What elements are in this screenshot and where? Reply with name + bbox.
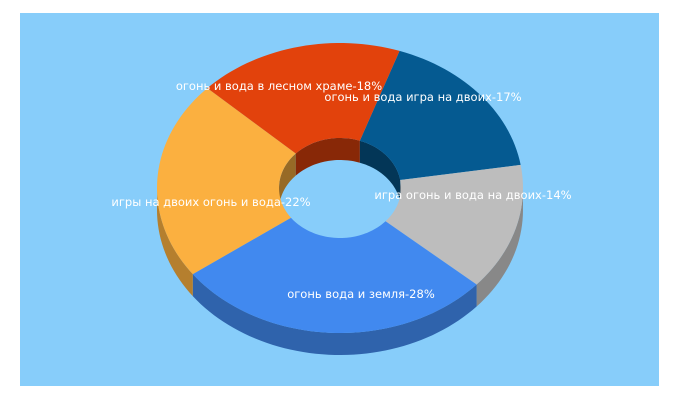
slice-label-0: огонь и вода игра на двоих-17%: [324, 90, 521, 104]
slice-4: [207, 43, 400, 154]
slice-2: [192, 217, 477, 333]
slice-inner-wall-4: [295, 138, 360, 176]
slice-1: [385, 164, 523, 285]
slice-3: [157, 88, 296, 275]
slice-side-3: [157, 188, 193, 297]
slice-inner-wall-3: [279, 153, 296, 210]
donut-chart: огонь и вода игра на двоих-17% игра огонь…: [111, 43, 572, 355]
slice-label-1: игра огонь и вода на двоих-14%: [374, 188, 571, 202]
slice-0: [359, 50, 521, 181]
chart-panel: огонь и вода игра на двоих-17% игра огонь…: [20, 13, 659, 386]
slice-label-2: огонь вода и земля-28%: [287, 287, 435, 301]
slice-label-4: огонь и вода в лесном храме-18%: [176, 79, 382, 93]
slice-side-1: [476, 188, 523, 307]
slice-inner-wall-0: [359, 140, 401, 203]
slice-side-2: [192, 274, 477, 355]
slice-label-3: игры на двоих огонь и вода-22%: [111, 195, 310, 209]
